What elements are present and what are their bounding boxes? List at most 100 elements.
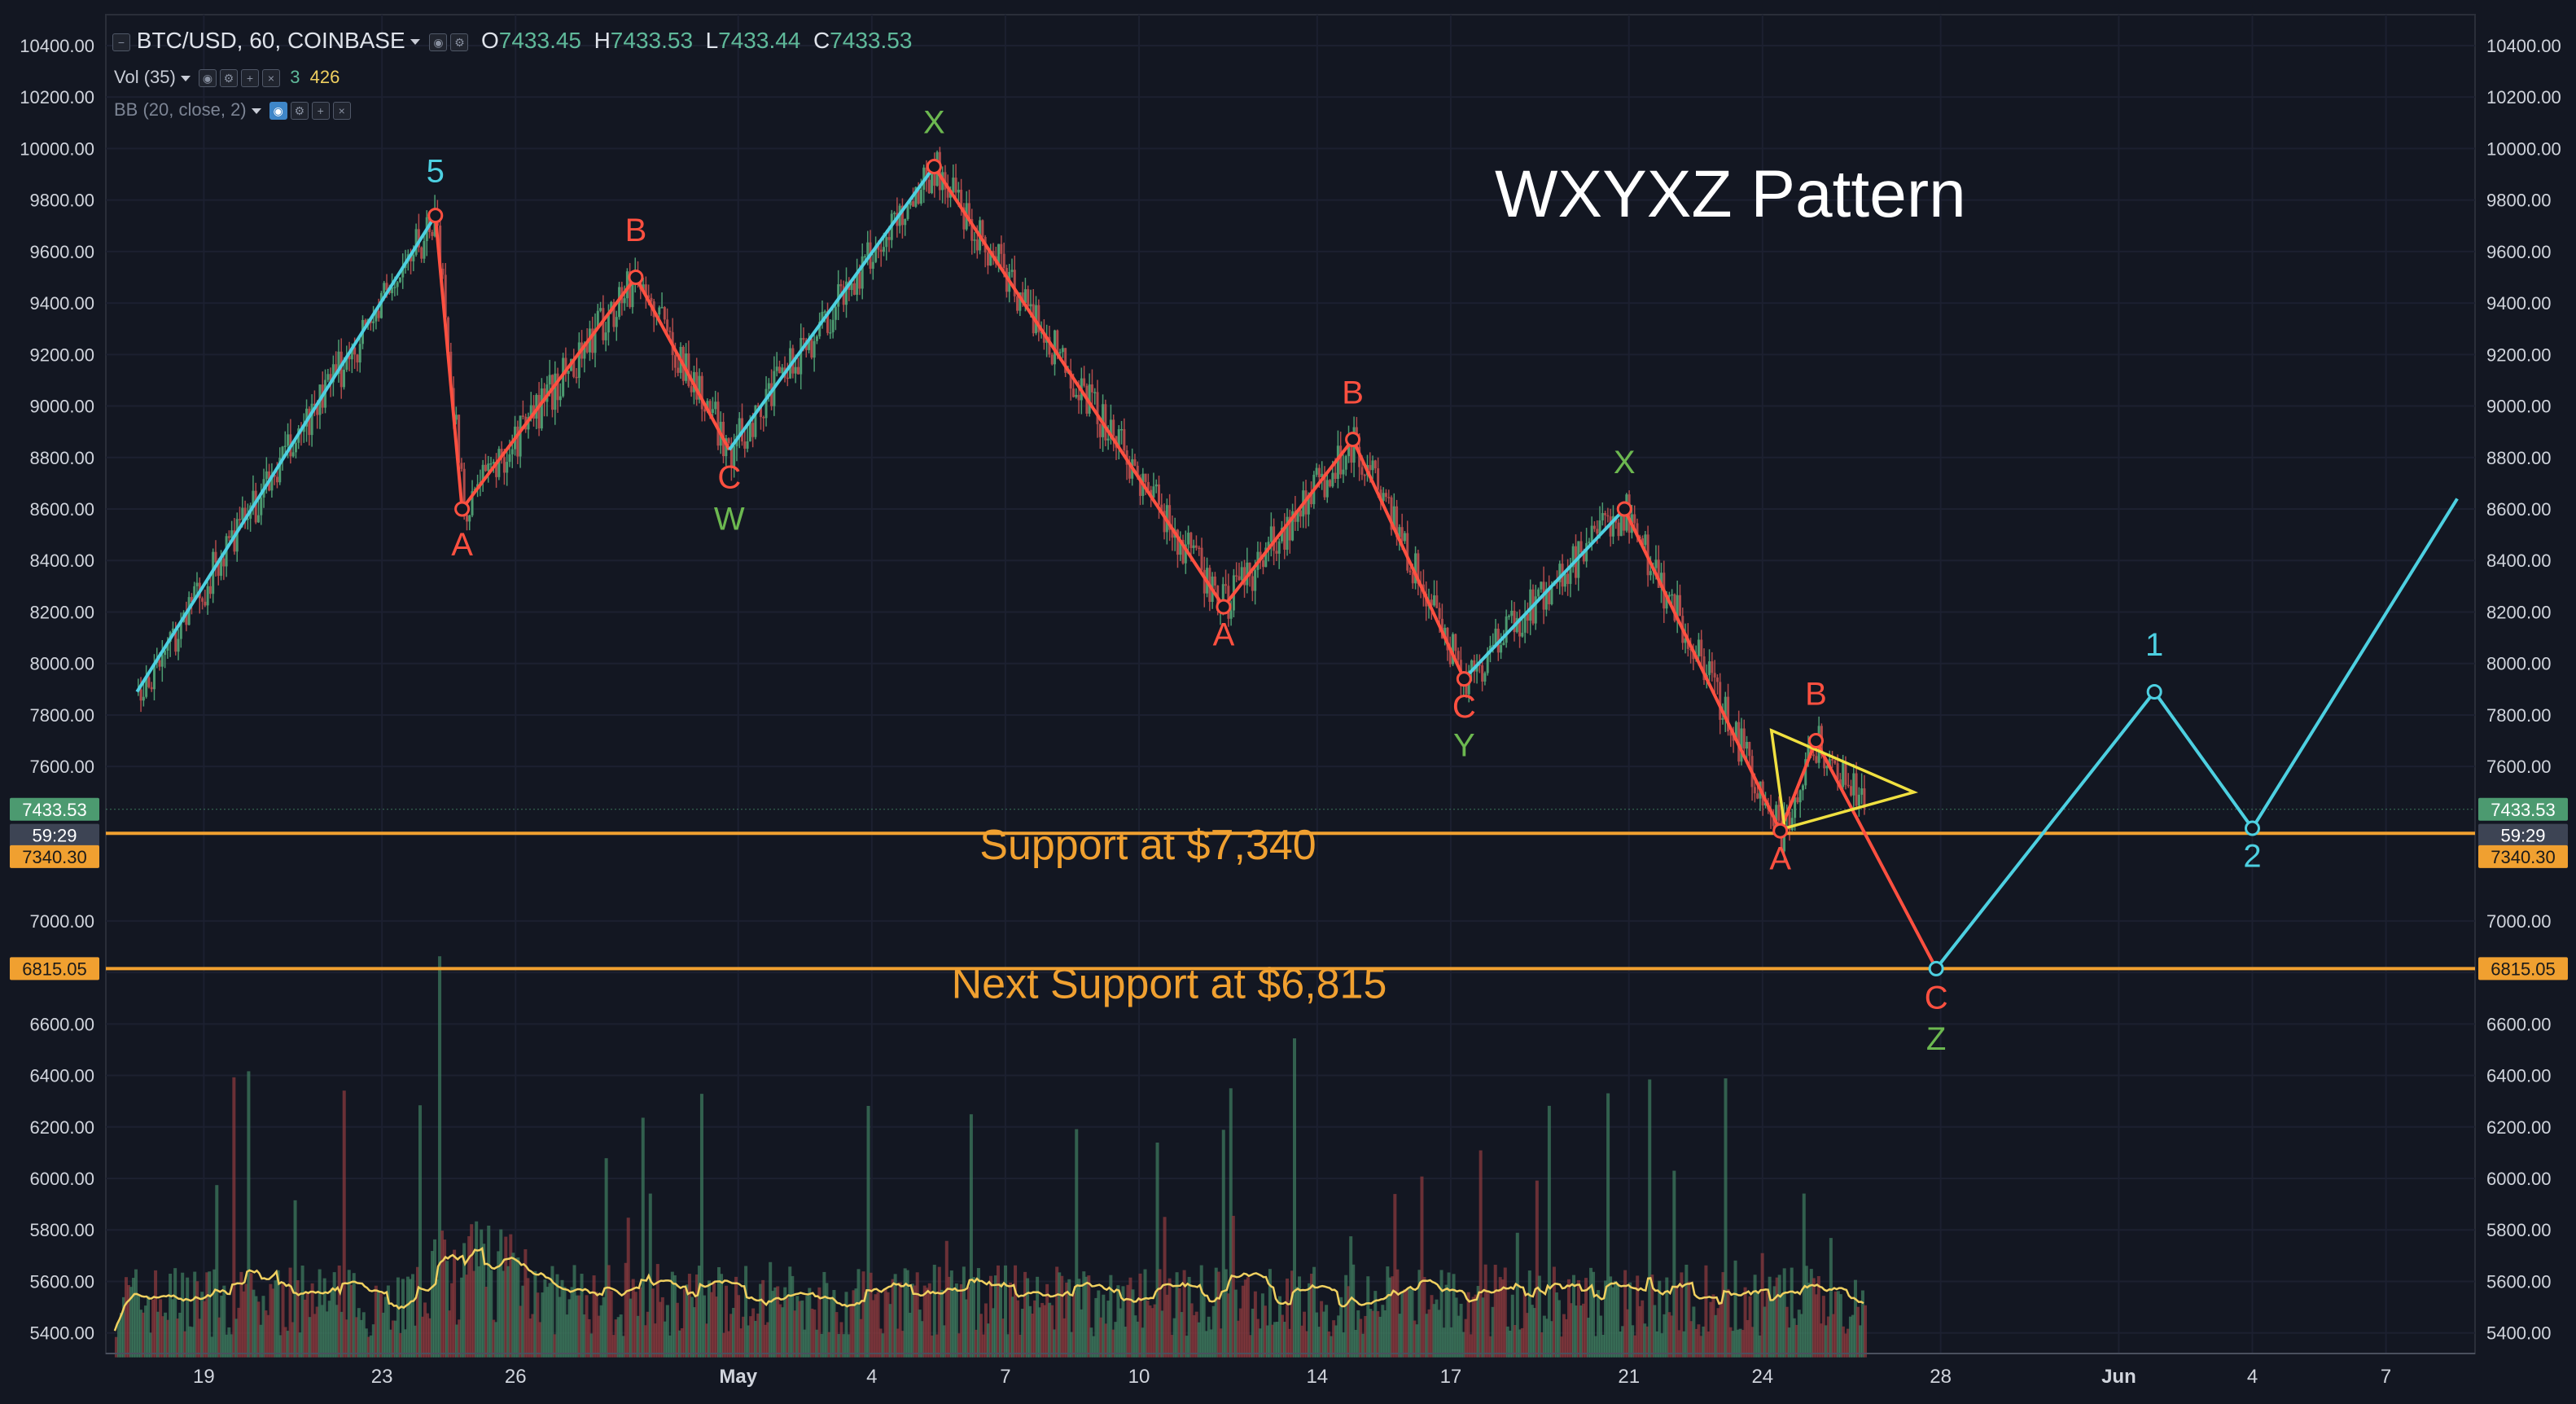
candle-body <box>1379 489 1382 501</box>
volume-bar <box>1026 1278 1030 1358</box>
support-lines: Support at $7,340 Next Support at $6,815 <box>106 822 2475 1008</box>
volume-bar <box>616 1317 620 1358</box>
candle-body <box>1788 811 1791 831</box>
y-tick-label-left: 5800.00 <box>29 1220 94 1240</box>
collapse-icon[interactable]: − <box>112 33 130 51</box>
candle-body <box>423 241 426 259</box>
volume-bar <box>1395 1269 1400 1358</box>
candle-body <box>1240 567 1243 581</box>
candle-body <box>1184 544 1187 564</box>
chevron-down-icon[interactable] <box>251 107 261 114</box>
volume-bar <box>903 1268 907 1358</box>
chevron-down-icon[interactable] <box>180 75 191 81</box>
volume-bar <box>1601 1335 1606 1358</box>
candle-body <box>1794 797 1797 818</box>
close-icon[interactable]: × <box>332 102 351 121</box>
x-tick-label: May <box>719 1366 757 1388</box>
candle-body <box>510 449 514 454</box>
close-icon[interactable]: × <box>261 69 280 88</box>
candle-body <box>1684 638 1687 643</box>
volume-bar <box>1833 1291 1838 1358</box>
candle-body <box>1448 650 1452 665</box>
symbol-name[interactable]: BTC/USD, 60, COINBASE <box>136 28 405 53</box>
add-icon[interactable]: + <box>240 69 259 88</box>
volume-bar <box>210 1336 214 1358</box>
chevron-down-icon[interactable] <box>410 39 420 46</box>
volume-bar <box>1170 1335 1174 1358</box>
candle-body <box>1373 460 1377 469</box>
volume-bar <box>327 1301 331 1358</box>
candle-body <box>454 415 458 420</box>
candle-body <box>1842 762 1845 788</box>
volume-bar <box>369 1335 373 1358</box>
candle-body <box>602 308 605 340</box>
pivot-point <box>2245 820 2261 836</box>
candle-body <box>1667 595 1671 597</box>
volume-bar <box>1275 1321 1279 1358</box>
candle-body <box>599 308 602 311</box>
candle-body <box>594 328 597 353</box>
volume-bar <box>1826 1316 1830 1358</box>
candle-body <box>1019 292 1022 311</box>
x-tick-label: 28 <box>1930 1366 1952 1388</box>
volume-bar <box>788 1266 792 1358</box>
volume-bar <box>954 1283 958 1358</box>
settings-icon[interactable]: ⚙ <box>450 33 469 51</box>
settings-icon[interactable]: ⚙ <box>290 102 309 121</box>
volume-bar <box>524 1248 528 1358</box>
candle-body <box>818 322 821 337</box>
volume-bar <box>896 1328 900 1358</box>
candle-body <box>554 373 557 410</box>
add-icon[interactable]: + <box>311 102 330 121</box>
volume-bar <box>915 1272 919 1358</box>
candle-body <box>644 284 647 296</box>
settings-icon[interactable]: ⚙ <box>219 69 238 88</box>
volume-bar <box>408 1279 412 1358</box>
volume-bar <box>195 1281 199 1358</box>
eye-icon[interactable]: ◉ <box>198 69 217 88</box>
candle-body <box>1657 559 1660 588</box>
volume-bar <box>800 1300 804 1358</box>
volume-bar <box>1597 1290 1601 1358</box>
candle-body <box>1411 572 1414 584</box>
candle-body <box>1315 467 1318 475</box>
volume-bar <box>1082 1271 1086 1358</box>
y-tick-label-left: 6400.00 <box>29 1066 94 1086</box>
x-tick-label: 17 <box>1440 1366 1462 1388</box>
volume-bar <box>793 1310 797 1358</box>
volume-bar <box>905 1270 909 1358</box>
candle-body <box>1697 639 1700 656</box>
volume-bar <box>1126 1284 1130 1358</box>
volume-bar <box>1858 1325 1862 1358</box>
candle-body <box>567 371 570 375</box>
volume-bar <box>1604 1280 1608 1358</box>
volume-bar <box>1559 1336 1563 1358</box>
volume-bar <box>1197 1322 1201 1358</box>
volume-bar <box>585 1295 589 1358</box>
volume-bar <box>1772 1286 1776 1358</box>
volume-bar <box>1021 1309 1025 1358</box>
candle-body <box>845 281 848 305</box>
volume-label[interactable]: Vol (35) <box>114 67 176 87</box>
volume-bar <box>1614 1280 1618 1358</box>
bollinger-label[interactable]: BB (20, close, 2) <box>114 99 247 120</box>
candle-body <box>401 267 405 278</box>
candle-body <box>1457 651 1460 660</box>
candle-body <box>879 249 883 252</box>
volume-bar <box>271 1288 275 1358</box>
volume-bar <box>1298 1276 1302 1358</box>
volume-bar <box>964 1299 968 1358</box>
candle-body <box>1027 289 1030 307</box>
eye-icon[interactable]: ◉ <box>429 33 448 51</box>
candle-body <box>278 457 282 483</box>
volume-bar <box>663 1321 667 1358</box>
volume-bar <box>1246 1277 1250 1358</box>
volume-bar <box>1067 1279 1071 1358</box>
volume-bar <box>1513 1325 1517 1358</box>
candle-body <box>193 586 196 603</box>
candle-body <box>1748 742 1751 757</box>
volume-bar <box>1663 1314 1667 1358</box>
y-tick-label-right: 8000.00 <box>2486 654 2552 674</box>
eye-icon[interactable]: ◉ <box>269 102 287 121</box>
